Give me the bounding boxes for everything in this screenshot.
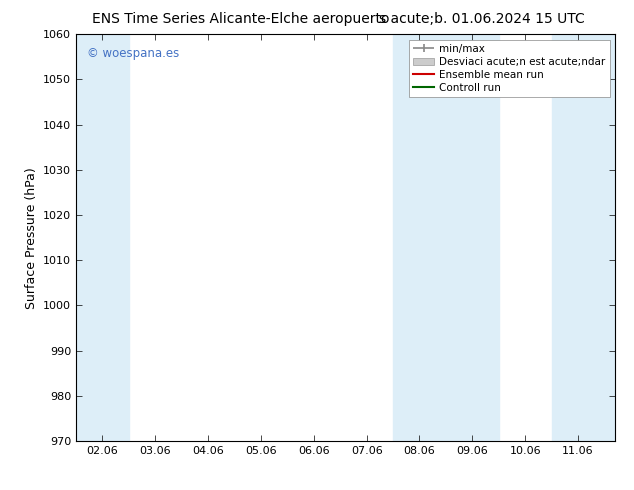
Bar [393,34,499,441]
Y-axis label: Surface Pressure (hPa): Surface Pressure (hPa) [25,167,37,309]
Text: ENS Time Series Alicante-Elche aeropuerto: ENS Time Series Alicante-Elche aeropuert… [92,12,390,26]
Bar [76,34,129,441]
Legend: min/max, Desviaci acute;n est acute;ndar, Ensemble mean run, Controll run: min/max, Desviaci acute;n est acute;ndar… [409,40,610,97]
Text: © woespana.es: © woespana.es [87,47,179,59]
Text: s acute;b. 01.06.2024 15 UTC: s acute;b. 01.06.2024 15 UTC [379,12,585,26]
Bar [552,34,615,441]
